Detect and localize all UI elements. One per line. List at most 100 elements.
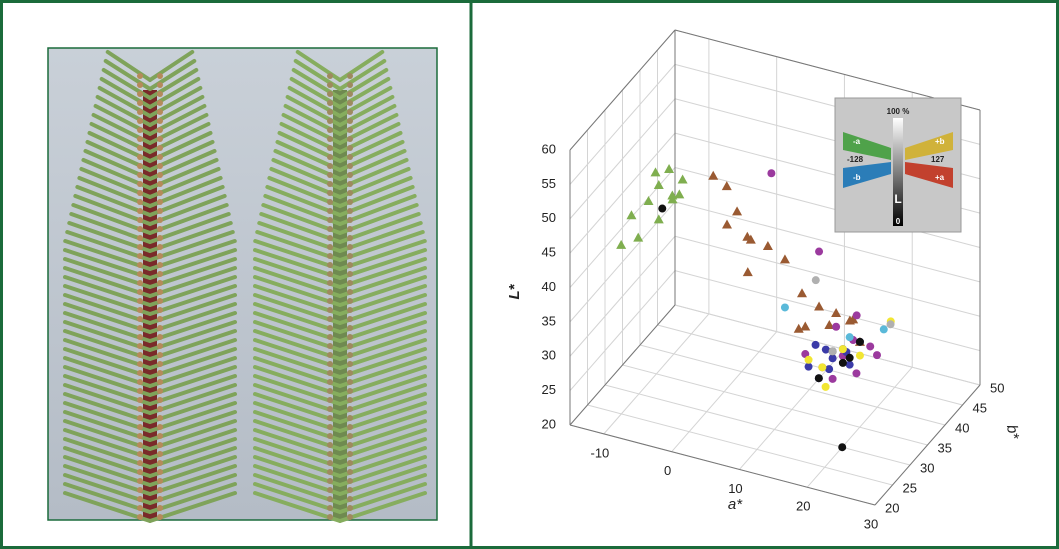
bud <box>137 235 143 241</box>
bud <box>347 199 353 205</box>
bud <box>137 145 143 151</box>
bud <box>157 118 163 124</box>
bud <box>157 226 163 232</box>
bud <box>327 316 333 322</box>
bud <box>157 316 163 322</box>
bud <box>327 460 333 466</box>
bud <box>347 406 353 412</box>
bud <box>137 442 143 448</box>
bud <box>347 433 353 439</box>
x-tick-label: 20 <box>796 499 810 514</box>
bud <box>327 244 333 250</box>
inset-max: 127 <box>931 155 945 164</box>
bud <box>157 415 163 421</box>
bud <box>137 298 143 304</box>
photo <box>48 48 437 521</box>
y-tick-label: 35 <box>938 440 952 455</box>
bud <box>157 109 163 115</box>
bud <box>347 244 353 250</box>
bud <box>137 109 143 115</box>
bud <box>347 109 353 115</box>
bud <box>347 271 353 277</box>
bud <box>157 496 163 502</box>
bud <box>347 208 353 214</box>
point <box>815 248 823 256</box>
y-tick-label: 25 <box>903 480 917 495</box>
point <box>839 359 847 367</box>
bud <box>347 82 353 88</box>
bud <box>327 415 333 421</box>
bud <box>327 280 333 286</box>
bud <box>137 343 143 349</box>
bud <box>327 343 333 349</box>
bud <box>327 181 333 187</box>
bud <box>157 208 163 214</box>
bud <box>137 388 143 394</box>
bud <box>347 280 353 286</box>
bud <box>327 361 333 367</box>
point <box>781 303 789 311</box>
point <box>829 375 837 383</box>
point <box>846 354 854 362</box>
bud <box>347 469 353 475</box>
point <box>880 325 888 333</box>
point <box>866 342 874 350</box>
bud <box>347 325 353 331</box>
bud <box>347 442 353 448</box>
bud <box>327 469 333 475</box>
bud <box>157 487 163 493</box>
bud <box>327 208 333 214</box>
bud <box>137 280 143 286</box>
point <box>832 323 840 331</box>
bud <box>137 289 143 295</box>
bud <box>157 82 163 88</box>
bud <box>157 136 163 142</box>
x-tick-label: 10 <box>728 481 742 496</box>
bud <box>327 136 333 142</box>
bud <box>347 352 353 358</box>
bud <box>137 460 143 466</box>
point <box>812 276 820 284</box>
z-tick-label: 45 <box>542 245 556 260</box>
bud <box>157 433 163 439</box>
bud <box>327 370 333 376</box>
color-space-inset: 100 % -a +b -128 127 -b +a L 0 <box>835 98 961 232</box>
point <box>852 369 860 377</box>
bud <box>137 487 143 493</box>
inset-min: -128 <box>847 155 864 164</box>
bud <box>347 505 353 511</box>
point <box>856 338 864 346</box>
bud <box>347 118 353 124</box>
bud <box>157 289 163 295</box>
bud <box>347 370 353 376</box>
bud <box>157 127 163 133</box>
bud <box>137 82 143 88</box>
z-tick-label: 40 <box>542 279 556 294</box>
point <box>818 363 826 371</box>
z-tick-label: 35 <box>542 313 556 328</box>
bud <box>347 487 353 493</box>
bud <box>347 154 353 160</box>
bud <box>137 118 143 124</box>
bud <box>327 226 333 232</box>
bud <box>137 73 143 79</box>
bud <box>157 424 163 430</box>
bud <box>157 172 163 178</box>
bud <box>327 100 333 106</box>
bud <box>137 424 143 430</box>
point <box>856 352 864 360</box>
bud <box>157 154 163 160</box>
bud <box>157 379 163 385</box>
inset-l: L <box>894 192 901 206</box>
point <box>825 365 833 373</box>
bud <box>137 361 143 367</box>
bud <box>327 478 333 484</box>
bud <box>327 442 333 448</box>
bud <box>327 334 333 340</box>
bud <box>157 253 163 259</box>
bud <box>347 361 353 367</box>
z-tick-label: 30 <box>542 348 556 363</box>
bud <box>157 235 163 241</box>
bud <box>327 217 333 223</box>
bud <box>137 217 143 223</box>
